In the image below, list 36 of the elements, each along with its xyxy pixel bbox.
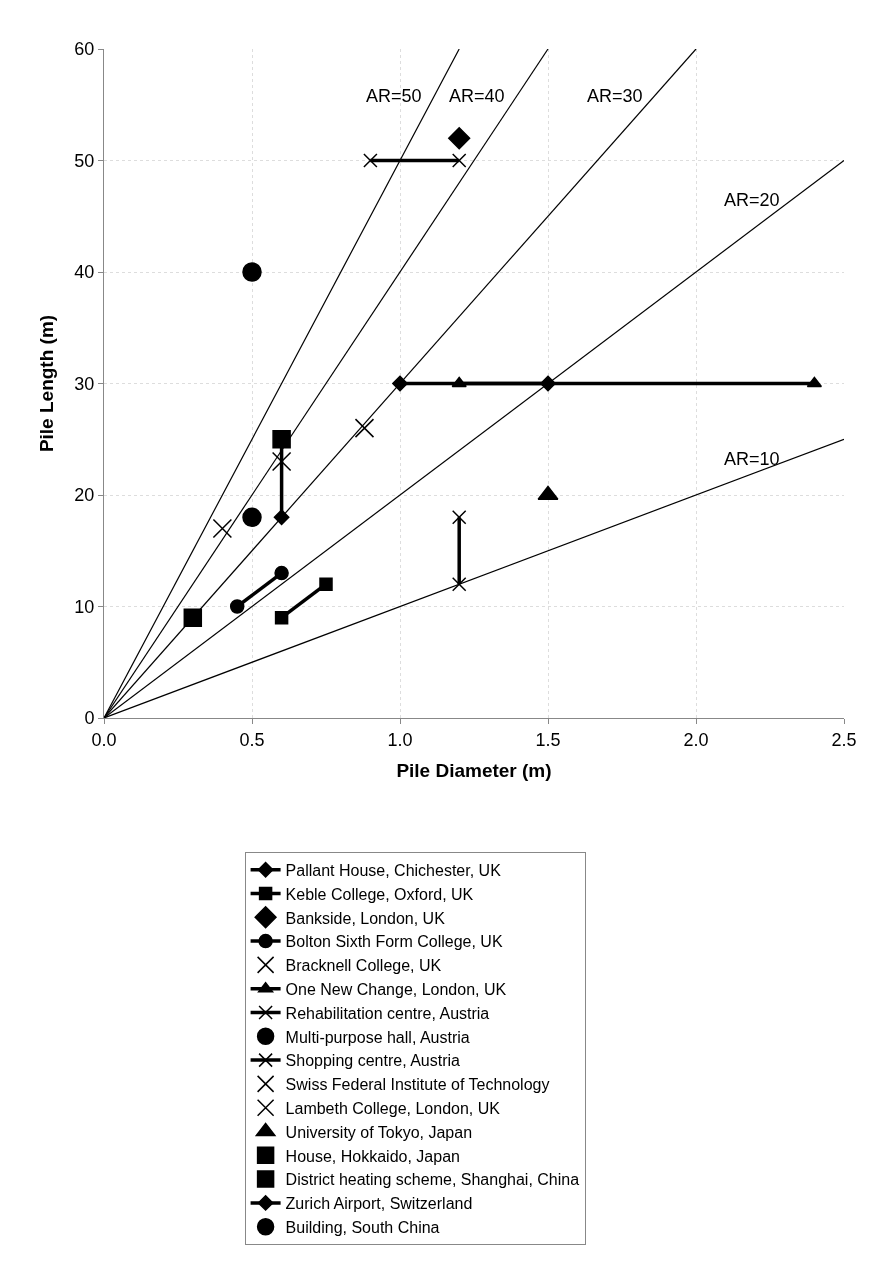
legend-label: Shopping centre, Austria	[285, 1052, 461, 1070]
x-tick-label: 1.0	[387, 729, 413, 750]
annotation: AR=10	[724, 449, 780, 469]
annotation: AR=40	[449, 86, 505, 106]
annotation: AR=20	[724, 190, 780, 210]
annotation: AR=50	[366, 86, 422, 106]
x-axis-title: Pile Diameter (m)	[396, 760, 552, 782]
legend-label: Rehabilitation centre, Austria	[285, 1004, 490, 1022]
legend-label: University of Tokyo, Japan	[285, 1123, 473, 1141]
legend-label: District heating scheme, Shanghai, China	[285, 1171, 580, 1189]
legend-label: Pallant House, Chichester, UK	[285, 861, 502, 879]
legend-label: Lambeth College, London, UK	[285, 1099, 501, 1117]
legend-label: Keble College, Oxford, UK	[285, 885, 474, 903]
x-tick-label: 2.5	[831, 729, 857, 750]
y-tick-label: 50	[74, 150, 95, 171]
legend-label: One New Change, London, UK	[285, 980, 507, 998]
x-tick-label: 2.0	[683, 729, 709, 750]
legend-label: Swiss Federal Institute of Technology	[285, 1076, 550, 1094]
y-tick-label: 40	[74, 262, 95, 283]
x-tick-label: 0.0	[91, 729, 117, 750]
legend-label: House, Hokkaido, Japan	[285, 1147, 460, 1165]
y-tick-label: 60	[74, 39, 95, 60]
legend-label: Building, South China	[285, 1218, 440, 1236]
x-tick-label: 0.5	[239, 729, 265, 750]
y-tick-label: 20	[74, 485, 95, 506]
legend-label: Multi-purpose hall, Austria	[285, 1028, 470, 1046]
y-tick-label: 0	[84, 708, 95, 729]
legend-label: Bankside, London, UK	[285, 909, 446, 927]
x-tick-label: 1.5	[535, 729, 561, 750]
annotation: AR=30	[587, 86, 643, 106]
legend-label: Bracknell College, UK	[285, 957, 442, 975]
y-tick-label: 10	[74, 596, 95, 617]
y-axis-title: Pile Length (m)	[36, 314, 58, 453]
legend-label: Bolton Sixth Form College, UK	[285, 933, 503, 951]
y-tick-label: 30	[74, 373, 95, 394]
legend-label: Zurich Airport, Switzerland	[285, 1195, 473, 1213]
